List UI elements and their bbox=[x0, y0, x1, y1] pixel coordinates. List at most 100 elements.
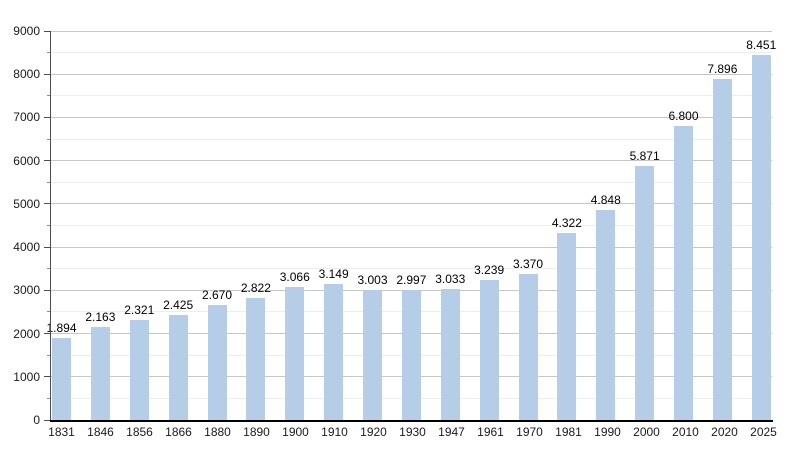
bar-group: 2.670 bbox=[202, 31, 232, 420]
x-axis-tick-label: 2000 bbox=[633, 425, 660, 439]
y-axis-tick-label: 5000 bbox=[13, 196, 40, 211]
y-axis-tick-label: 8000 bbox=[13, 67, 40, 82]
bar bbox=[52, 338, 71, 420]
bar-value-label: 2.321 bbox=[124, 302, 155, 317]
y-tick-major bbox=[44, 30, 50, 32]
x-axis-tick-slot: 2025 bbox=[750, 425, 777, 439]
x-axis-tick-slot: 1990 bbox=[594, 425, 621, 439]
bar bbox=[712, 78, 732, 420]
x-axis-tick-label: 2025 bbox=[750, 425, 777, 439]
bar-group: 8.451 bbox=[746, 31, 776, 420]
bar-group: 2.425 bbox=[163, 31, 193, 420]
gridline-minor bbox=[51, 268, 772, 270]
y-axis-tick-label: 7000 bbox=[13, 110, 40, 125]
x-axis-tick-slot: 1856 bbox=[126, 425, 153, 439]
bar-value-label: 4.322 bbox=[551, 216, 582, 231]
x-axis-tick-slot: 1947 bbox=[438, 425, 465, 439]
x-axis-tick-slot: 1880 bbox=[204, 425, 231, 439]
bar-value-label: 3.033 bbox=[435, 271, 466, 286]
bar bbox=[207, 304, 227, 420]
y-tick-minor bbox=[47, 397, 50, 399]
bar bbox=[324, 283, 344, 420]
bar-value-label: 2.163 bbox=[85, 309, 116, 324]
x-axis-tick-label: 1900 bbox=[282, 425, 309, 439]
x-axis-tick-label: 1890 bbox=[243, 425, 270, 439]
bar-value-label: 7.896 bbox=[707, 61, 738, 76]
bar bbox=[557, 233, 577, 420]
y-axis-tick-label: 2000 bbox=[13, 326, 40, 341]
y-tick-minor bbox=[47, 354, 50, 356]
x-axis-tick-label: 1930 bbox=[399, 425, 426, 439]
bar bbox=[518, 274, 538, 420]
bar bbox=[401, 290, 421, 420]
x-axis-tick-label: 1981 bbox=[555, 425, 582, 439]
bar-group: 4.848 bbox=[591, 31, 621, 420]
x-axis-tick-labels: 1831 1846 1856 1866 1880 1890 1900 1910 1920 1930… bbox=[48, 425, 777, 439]
y-tick-major bbox=[44, 160, 50, 162]
x-axis-tick-slot: 1890 bbox=[243, 425, 270, 439]
bar bbox=[285, 287, 305, 420]
x-axis-tick-label: 1866 bbox=[165, 425, 192, 439]
x-axis-tick-label: 1856 bbox=[126, 425, 153, 439]
bar-group: 2.321 bbox=[124, 31, 154, 420]
gridline-major bbox=[51, 73, 772, 75]
bar-group: 3.033 bbox=[435, 31, 465, 420]
bar-group: 2.997 bbox=[396, 31, 426, 420]
y-axis-tick-label: 3000 bbox=[13, 283, 40, 298]
x-axis-tick-label: 1947 bbox=[438, 425, 465, 439]
x-axis-tick-slot: 1981 bbox=[555, 425, 582, 439]
bar bbox=[90, 326, 110, 420]
bar-value-label: 6.800 bbox=[668, 109, 699, 124]
gridline-minor bbox=[51, 138, 772, 140]
bar bbox=[129, 319, 149, 420]
bar-value-label: 2.670 bbox=[201, 287, 233, 302]
x-axis-tick-slot: 2020 bbox=[711, 425, 738, 439]
x-axis-tick-slot: 1920 bbox=[360, 425, 387, 439]
bar-group: 7.896 bbox=[707, 31, 737, 420]
x-axis-tick-label: 1961 bbox=[477, 425, 504, 439]
x-axis-tick-label: 2010 bbox=[672, 425, 699, 439]
y-tick-major bbox=[44, 289, 50, 291]
x-axis-tick-slot: 1831 bbox=[48, 425, 75, 439]
bar-group: 3.149 bbox=[319, 31, 349, 420]
y-axis-tick-label: 9000 bbox=[13, 24, 40, 38]
y-tick-major bbox=[44, 333, 50, 335]
y-axis-ticks bbox=[0, 30, 50, 421]
y-tick-major bbox=[44, 419, 50, 421]
bar-value-label: 3.370 bbox=[512, 257, 544, 272]
gridline-major bbox=[51, 203, 772, 205]
bar-group: 3.066 bbox=[280, 31, 310, 420]
y-tick-minor bbox=[47, 225, 50, 226]
y-tick-major bbox=[44, 73, 50, 75]
y-tick-minor bbox=[47, 138, 50, 140]
y-axis-tick-label: 1000 bbox=[13, 369, 40, 384]
bar-group: 2.163 bbox=[85, 31, 115, 420]
gridline-minor bbox=[51, 181, 772, 183]
x-axis-tick-slot: 2000 bbox=[633, 425, 660, 439]
x-axis-tick-label: 1920 bbox=[360, 425, 387, 439]
x-axis-tick-slot: 1910 bbox=[321, 425, 348, 439]
x-axis-tick-label: 2020 bbox=[711, 425, 738, 439]
y-tick-minor bbox=[47, 311, 50, 313]
y-tick-minor bbox=[47, 52, 50, 54]
bar-value-label: 2.425 bbox=[163, 298, 194, 313]
y-axis-tick-labels: 0 1000 2000 3000 4000 5000 6000 7000 8000 9000 bbox=[0, 24, 40, 427]
bar-group: 3.239 bbox=[474, 31, 504, 420]
y-tick-major bbox=[44, 203, 50, 205]
bar-group: 3.370 bbox=[513, 31, 543, 420]
y-tick-minor bbox=[47, 95, 50, 97]
x-axis-tick-label: 1910 bbox=[321, 425, 348, 439]
y-axis-line bbox=[50, 31, 51, 421]
gridline-major bbox=[51, 246, 772, 248]
y-tick-minor bbox=[47, 268, 50, 270]
bar-group: 2.822 bbox=[241, 31, 271, 420]
x-axis-tick-slot: 1970 bbox=[516, 425, 543, 439]
gridline-major bbox=[51, 160, 772, 162]
bar bbox=[596, 210, 616, 420]
x-axis-tick-slot: 1900 bbox=[282, 425, 309, 439]
y-axis-tick-label: 6000 bbox=[13, 153, 40, 168]
bar-group: 4.322 bbox=[552, 31, 582, 420]
bar bbox=[246, 298, 266, 420]
y-tick-minor bbox=[47, 181, 50, 183]
bar-value-label: 4.848 bbox=[590, 193, 621, 208]
